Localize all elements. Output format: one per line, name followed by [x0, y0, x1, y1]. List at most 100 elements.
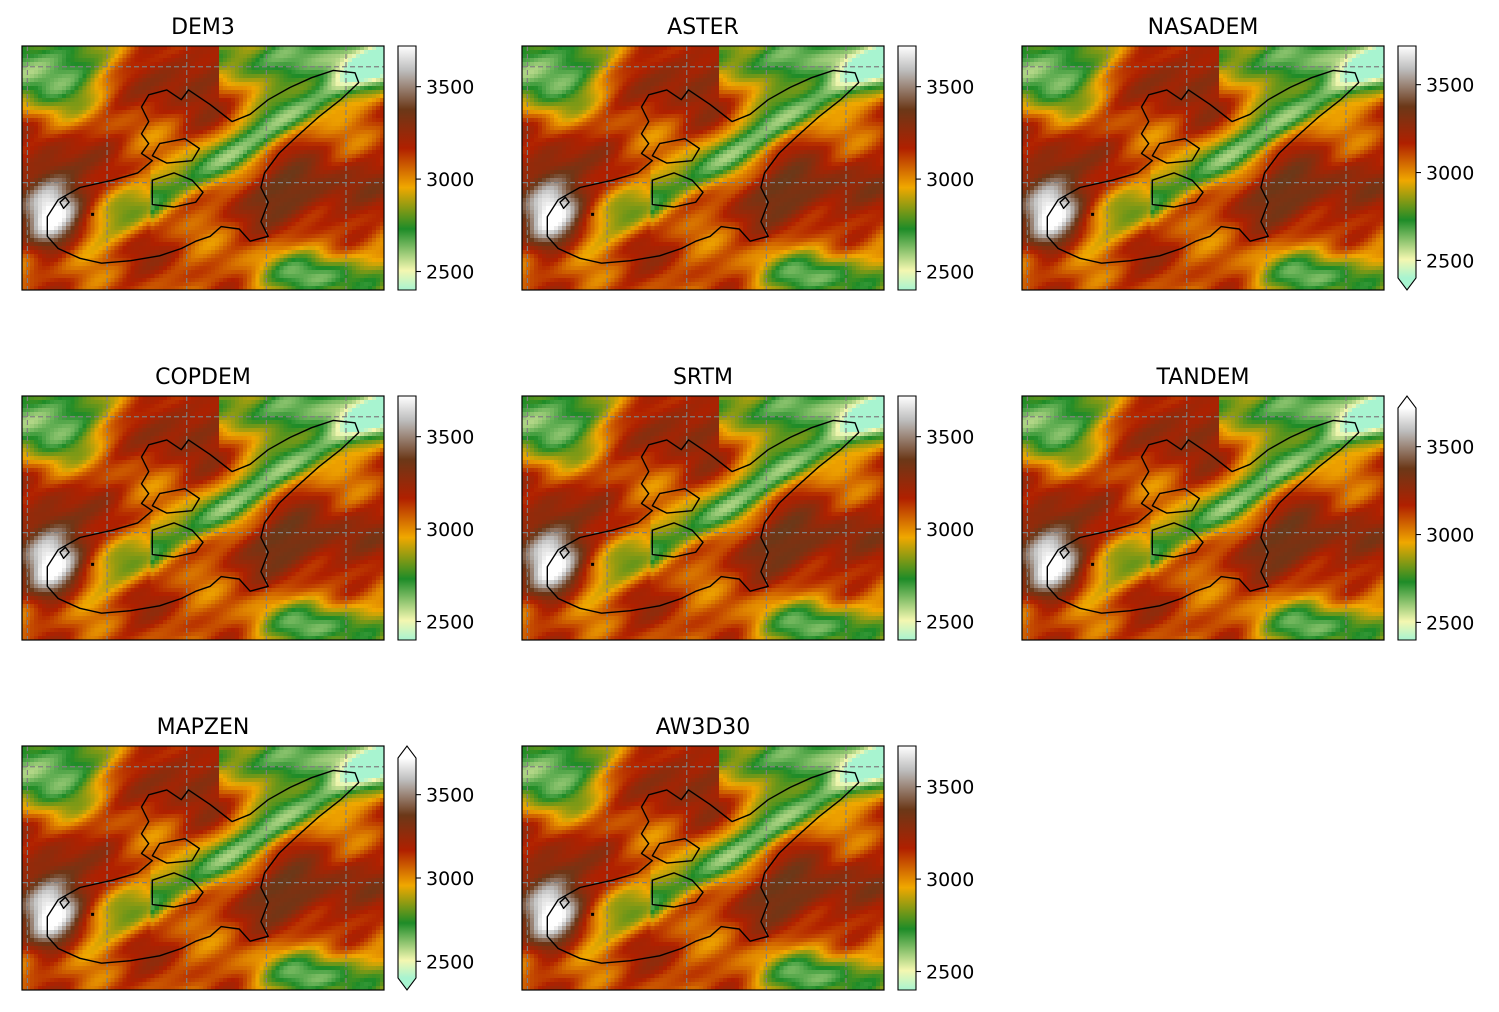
colorbar-tick-label: 2500	[1426, 250, 1474, 272]
map-frame	[1021, 45, 1385, 291]
glacier-outline	[546, 419, 860, 614]
colorbar-extend-max	[398, 746, 416, 758]
colorbar-tick-label: 3000	[926, 169, 974, 191]
colorbar-gradient	[898, 396, 916, 640]
colorbar-tick-label: 3500	[1426, 437, 1474, 459]
glacier-outline	[46, 419, 360, 614]
elevation-raster	[522, 746, 884, 990]
dem-panel-dem3: DEM3 2500 3000 3500	[21, 15, 474, 291]
elevation-raster	[1022, 396, 1384, 640]
elevation-map	[522, 46, 884, 290]
panel-title: DEM3	[171, 15, 235, 40]
dem-panel-tandem: TANDEM 2500 3000 3500	[1021, 365, 1474, 641]
colorbar-outline	[897, 745, 917, 991]
panel-title: SRTM	[673, 365, 733, 390]
colorbar-tick-label: 3000	[426, 868, 474, 890]
colorbar: 2500 3000 3500	[897, 745, 974, 991]
elevation-raster	[522, 46, 884, 290]
colorbar-tick-label: 2500	[426, 262, 474, 284]
colorbar-extend-max	[1398, 396, 1416, 408]
colorbar-outline	[897, 395, 917, 641]
elevation-raster	[22, 746, 384, 990]
colorbar-gradient	[898, 746, 916, 990]
colorbar-tick-label: 2500	[926, 612, 974, 634]
glacier-outline	[1046, 419, 1360, 614]
elevation-map	[22, 746, 384, 990]
colorbar: 2500 3000 3500	[1397, 45, 1474, 291]
colorbar-outline	[397, 45, 417, 291]
glacier-outline-dot	[91, 212, 95, 216]
panel-title: TANDEM	[1155, 365, 1249, 390]
dem-panel-aw3d30: AW3D30 2500 3000 3500	[521, 715, 974, 991]
colorbar-gradient	[1398, 46, 1416, 278]
colorbar-tick-label: 3500	[926, 427, 974, 449]
colorbar-tick-label: 3500	[926, 777, 974, 799]
colorbar: 2500 3000 3500	[897, 45, 974, 291]
glacier-outline-dot	[1091, 562, 1095, 566]
colorbar-gradient	[898, 46, 916, 290]
colorbar-tick-label: 2500	[926, 262, 974, 284]
dem-panel-nasadem: NASADEM 2500 3000 3500	[1021, 15, 1474, 291]
colorbar-tick-label: 2500	[926, 962, 974, 984]
colorbar-tick-label: 3000	[1426, 163, 1474, 185]
elevation-raster	[22, 46, 384, 290]
map-frame	[521, 395, 885, 641]
colorbar-tick-label: 3000	[926, 519, 974, 541]
glacier-outline-dot	[91, 912, 95, 916]
colorbar: 2500 3000 3500	[897, 395, 974, 641]
colorbar: 2500 3000 3500	[1397, 395, 1474, 641]
elevation-map	[522, 396, 884, 640]
elevation-map	[522, 746, 884, 990]
glacier-outline-dot	[591, 562, 595, 566]
panel-title: COPDEM	[155, 365, 251, 390]
colorbar-tick-label: 3000	[1426, 525, 1474, 547]
elevation-map	[1022, 396, 1384, 640]
dem-panel-mapzen: MAPZEN 2500 3000 3500	[21, 715, 474, 991]
elevation-raster	[22, 396, 384, 640]
colorbar: 2500 3000 3500	[397, 395, 474, 641]
panel-title: ASTER	[667, 15, 739, 40]
colorbar: 2500 3000 3500	[397, 45, 474, 291]
elevation-map	[22, 46, 384, 290]
colorbar-tick-label: 3500	[426, 785, 474, 807]
colorbar-gradient	[398, 396, 416, 640]
colorbar-outline	[397, 395, 417, 641]
panel-title: NASADEM	[1148, 15, 1259, 40]
glacier-outline	[546, 69, 860, 264]
glacier-outline	[1046, 69, 1360, 264]
dem-panel-copdem: COPDEM 2500 3000 3500	[21, 365, 474, 641]
colorbar-gradient	[1398, 408, 1416, 640]
glacier-outline-dot	[591, 912, 595, 916]
colorbar-tick-label: 3000	[926, 869, 974, 891]
glacier-outline-dot	[91, 562, 95, 566]
colorbar-gradient	[398, 758, 416, 978]
colorbar-tick-label: 3000	[426, 519, 474, 541]
colorbar: 2500 3000 3500	[397, 745, 474, 991]
colorbar-tick-label: 2500	[426, 951, 474, 973]
glacier-outline	[46, 769, 360, 964]
map-frame	[21, 395, 385, 641]
dem-panel-aster: ASTER 2500 3000 3500	[521, 15, 974, 291]
elevation-raster	[522, 396, 884, 640]
colorbar-tick-label: 3500	[426, 77, 474, 99]
panel-title: AW3D30	[656, 715, 751, 740]
dem-panel-srtm: SRTM 2500 3000 3500	[521, 365, 974, 641]
map-frame	[1021, 395, 1385, 641]
colorbar-outline	[1397, 395, 1417, 641]
colorbar-tick-label: 3500	[1426, 75, 1474, 97]
map-frame	[521, 745, 885, 991]
elevation-map	[22, 396, 384, 640]
colorbar-tick-label: 3500	[426, 427, 474, 449]
map-frame	[21, 45, 385, 291]
colorbar-tick-label: 3000	[426, 169, 474, 191]
colorbar-tick-label: 2500	[426, 612, 474, 634]
map-frame	[521, 45, 885, 291]
elevation-map	[1022, 46, 1384, 290]
glacier-outline	[46, 69, 360, 264]
panel-title: MAPZEN	[157, 715, 250, 740]
colorbar-outline	[1397, 45, 1417, 291]
map-frame	[21, 745, 385, 991]
colorbar-extend-min	[1398, 278, 1416, 290]
glacier-outline-dot	[1091, 212, 1095, 216]
